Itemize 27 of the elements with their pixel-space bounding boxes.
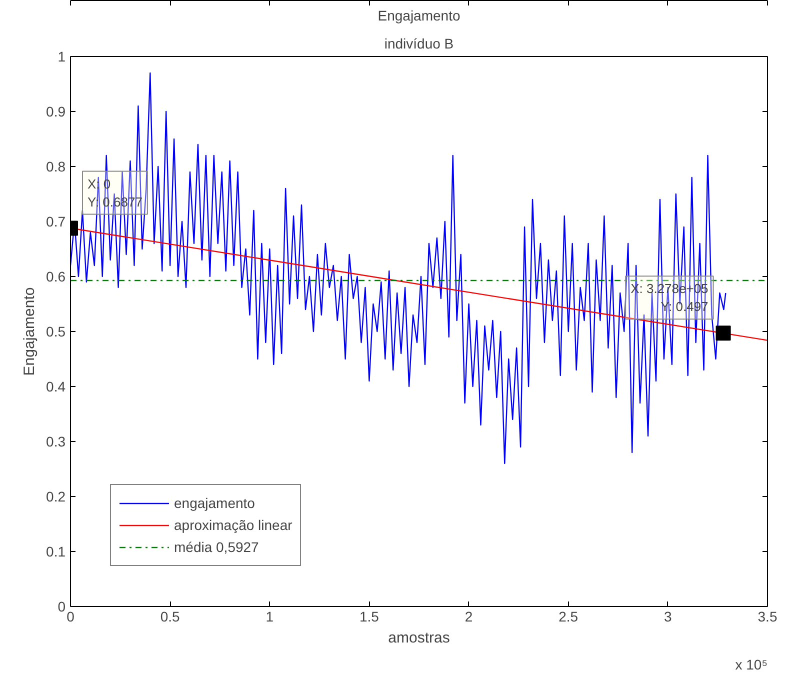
y-axis-title: Engajamento [21,287,38,376]
y-tick-label: 0.2 [46,488,66,504]
x-tick-label: 1 [266,608,274,624]
y-tick-label: 0.3 [46,434,66,450]
x-tick-label: 3.5 [758,608,778,624]
x-axis-title: amostras [388,630,450,646]
y-tick-label: 0.7 [46,214,66,230]
y-tick-label: 0.1 [46,544,66,560]
x-tick-label: 1.5 [359,608,380,624]
chart-title: Engajamento [378,8,460,24]
chart-subtitle: indivíduo B [384,36,454,52]
y-tick-label: 1 [58,48,66,64]
y-tick-label: 0.6 [46,268,66,284]
y-tick-label: 0 [58,598,66,614]
y-tick-label: 0.5 [46,324,66,340]
legend-label: média 0,5927 [174,539,259,555]
y-tick-label: 0.8 [46,158,66,174]
y-tick-label: 0.9 [46,104,66,120]
line-series [70,72,726,464]
x-tick-label: 0.5 [160,608,180,624]
x-tick-label: 2.5 [558,608,578,624]
x-tick-label: 2 [464,608,473,624]
y-tick-label: 0.4 [46,378,66,394]
x-tick-label: 3 [664,608,672,624]
legend-label: engajamento [174,495,255,511]
text: x 10⁵ [735,656,768,672]
legend-label: aproximação linear [174,517,292,533]
